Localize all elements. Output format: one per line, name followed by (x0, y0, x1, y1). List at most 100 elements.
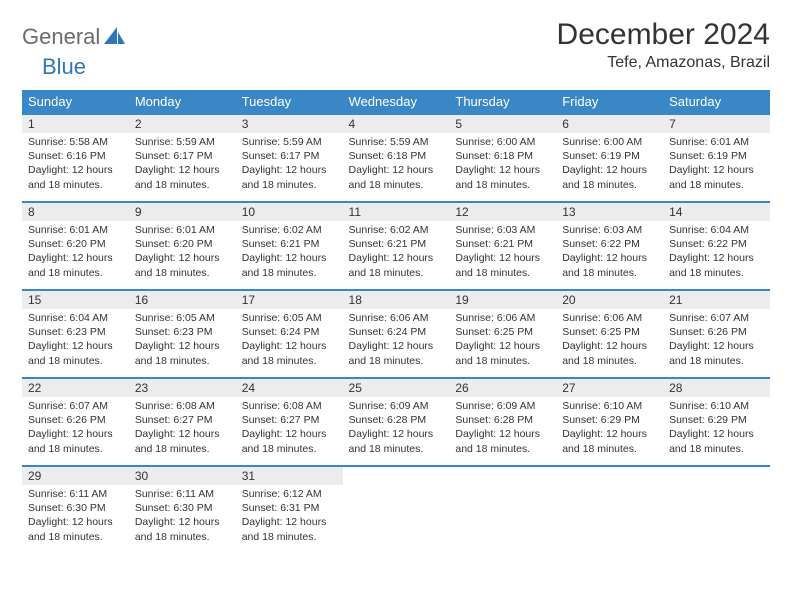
calendar-cell: 24Sunrise: 6:08 AMSunset: 6:27 PMDayligh… (236, 378, 343, 466)
calendar-cell (663, 466, 770, 554)
sunrise-line: Sunrise: 6:04 AM (28, 311, 123, 325)
calendar-row: 22Sunrise: 6:07 AMSunset: 6:26 PMDayligh… (22, 378, 770, 466)
sunrise-line: Sunrise: 6:11 AM (135, 487, 230, 501)
day-number: 28 (663, 379, 770, 397)
day-details: Sunrise: 5:58 AMSunset: 6:16 PMDaylight:… (22, 133, 129, 196)
day-number: 12 (449, 203, 556, 221)
sunset-line: Sunset: 6:25 PM (455, 325, 550, 339)
daylight-line: Daylight: 12 hours and 18 minutes. (135, 251, 230, 279)
sunrise-line: Sunrise: 6:06 AM (455, 311, 550, 325)
daylight-line: Daylight: 12 hours and 18 minutes. (455, 163, 550, 191)
day-details: Sunrise: 6:02 AMSunset: 6:21 PMDaylight:… (343, 221, 450, 284)
sunrise-line: Sunrise: 6:09 AM (349, 399, 444, 413)
sunrise-line: Sunrise: 6:05 AM (242, 311, 337, 325)
calendar-cell (449, 466, 556, 554)
calendar-cell: 20Sunrise: 6:06 AMSunset: 6:25 PMDayligh… (556, 290, 663, 378)
day-details: Sunrise: 6:04 AMSunset: 6:23 PMDaylight:… (22, 309, 129, 372)
sunset-line: Sunset: 6:19 PM (562, 149, 657, 163)
sunset-line: Sunset: 6:18 PM (455, 149, 550, 163)
brand-part1: General (22, 24, 100, 50)
day-details: Sunrise: 6:03 AMSunset: 6:21 PMDaylight:… (449, 221, 556, 284)
day-number: 20 (556, 291, 663, 309)
calendar-cell: 31Sunrise: 6:12 AMSunset: 6:31 PMDayligh… (236, 466, 343, 554)
day-details: Sunrise: 6:07 AMSunset: 6:26 PMDaylight:… (22, 397, 129, 460)
sunset-line: Sunset: 6:23 PM (135, 325, 230, 339)
calendar-cell: 26Sunrise: 6:09 AMSunset: 6:28 PMDayligh… (449, 378, 556, 466)
daylight-line: Daylight: 12 hours and 18 minutes. (349, 339, 444, 367)
calendar-cell: 13Sunrise: 6:03 AMSunset: 6:22 PMDayligh… (556, 202, 663, 290)
daylight-line: Daylight: 12 hours and 18 minutes. (349, 163, 444, 191)
calendar-table: SundayMondayTuesdayWednesdayThursdayFrid… (22, 90, 770, 554)
sunrise-line: Sunrise: 6:10 AM (562, 399, 657, 413)
daylight-line: Daylight: 12 hours and 18 minutes. (455, 251, 550, 279)
daylight-line: Daylight: 12 hours and 18 minutes. (135, 163, 230, 191)
sunset-line: Sunset: 6:26 PM (28, 413, 123, 427)
day-details: Sunrise: 6:03 AMSunset: 6:22 PMDaylight:… (556, 221, 663, 284)
day-details: Sunrise: 6:12 AMSunset: 6:31 PMDaylight:… (236, 485, 343, 548)
day-details: Sunrise: 6:11 AMSunset: 6:30 PMDaylight:… (129, 485, 236, 548)
daylight-line: Daylight: 12 hours and 18 minutes. (242, 163, 337, 191)
day-number: 22 (22, 379, 129, 397)
day-number: 29 (22, 467, 129, 485)
sunrise-line: Sunrise: 6:03 AM (562, 223, 657, 237)
page-title: December 2024 (557, 18, 770, 52)
sunrise-line: Sunrise: 5:59 AM (242, 135, 337, 149)
day-number: 13 (556, 203, 663, 221)
sunset-line: Sunset: 6:21 PM (455, 237, 550, 251)
daylight-line: Daylight: 12 hours and 18 minutes. (562, 339, 657, 367)
day-number: 24 (236, 379, 343, 397)
weekday-header: Tuesday (236, 90, 343, 114)
day-number: 2 (129, 115, 236, 133)
calendar-cell: 17Sunrise: 6:05 AMSunset: 6:24 PMDayligh… (236, 290, 343, 378)
day-number: 25 (343, 379, 450, 397)
calendar-cell: 27Sunrise: 6:10 AMSunset: 6:29 PMDayligh… (556, 378, 663, 466)
sunset-line: Sunset: 6:17 PM (242, 149, 337, 163)
sunset-line: Sunset: 6:24 PM (349, 325, 444, 339)
day-details: Sunrise: 6:01 AMSunset: 6:20 PMDaylight:… (129, 221, 236, 284)
day-details: Sunrise: 6:05 AMSunset: 6:24 PMDaylight:… (236, 309, 343, 372)
day-details: Sunrise: 5:59 AMSunset: 6:17 PMDaylight:… (236, 133, 343, 196)
daylight-line: Daylight: 12 hours and 18 minutes. (562, 427, 657, 455)
day-details: Sunrise: 6:01 AMSunset: 6:20 PMDaylight:… (22, 221, 129, 284)
sunset-line: Sunset: 6:18 PM (349, 149, 444, 163)
sunset-line: Sunset: 6:25 PM (562, 325, 657, 339)
sunrise-line: Sunrise: 6:10 AM (669, 399, 764, 413)
day-number: 31 (236, 467, 343, 485)
sunset-line: Sunset: 6:30 PM (135, 501, 230, 515)
daylight-line: Daylight: 12 hours and 18 minutes. (669, 251, 764, 279)
sunrise-line: Sunrise: 6:00 AM (562, 135, 657, 149)
sunrise-line: Sunrise: 6:05 AM (135, 311, 230, 325)
calendar-cell: 8Sunrise: 6:01 AMSunset: 6:20 PMDaylight… (22, 202, 129, 290)
weekday-header: Monday (129, 90, 236, 114)
daylight-line: Daylight: 12 hours and 18 minutes. (135, 515, 230, 543)
daylight-line: Daylight: 12 hours and 18 minutes. (349, 251, 444, 279)
daylight-line: Daylight: 12 hours and 18 minutes. (242, 251, 337, 279)
daylight-line: Daylight: 12 hours and 18 minutes. (242, 515, 337, 543)
sunset-line: Sunset: 6:30 PM (28, 501, 123, 515)
day-details: Sunrise: 6:00 AMSunset: 6:19 PMDaylight:… (556, 133, 663, 196)
sunset-line: Sunset: 6:26 PM (669, 325, 764, 339)
weekday-header: Thursday (449, 90, 556, 114)
calendar-cell: 7Sunrise: 6:01 AMSunset: 6:19 PMDaylight… (663, 114, 770, 202)
daylight-line: Daylight: 12 hours and 18 minutes. (28, 163, 123, 191)
sunset-line: Sunset: 6:19 PM (669, 149, 764, 163)
weekday-header: Sunday (22, 90, 129, 114)
sunrise-line: Sunrise: 6:04 AM (669, 223, 764, 237)
sunset-line: Sunset: 6:17 PM (135, 149, 230, 163)
day-number: 16 (129, 291, 236, 309)
calendar-cell: 4Sunrise: 5:59 AMSunset: 6:18 PMDaylight… (343, 114, 450, 202)
sunset-line: Sunset: 6:31 PM (242, 501, 337, 515)
day-details: Sunrise: 6:10 AMSunset: 6:29 PMDaylight:… (556, 397, 663, 460)
daylight-line: Daylight: 12 hours and 18 minutes. (669, 427, 764, 455)
sunrise-line: Sunrise: 6:01 AM (669, 135, 764, 149)
day-number: 27 (556, 379, 663, 397)
sunset-line: Sunset: 6:27 PM (135, 413, 230, 427)
sunrise-line: Sunrise: 5:59 AM (135, 135, 230, 149)
calendar-cell (343, 466, 450, 554)
calendar-cell: 19Sunrise: 6:06 AMSunset: 6:25 PMDayligh… (449, 290, 556, 378)
daylight-line: Daylight: 12 hours and 18 minutes. (28, 339, 123, 367)
sunrise-line: Sunrise: 6:09 AM (455, 399, 550, 413)
calendar-head: SundayMondayTuesdayWednesdayThursdayFrid… (22, 90, 770, 114)
day-details: Sunrise: 6:11 AMSunset: 6:30 PMDaylight:… (22, 485, 129, 548)
calendar-cell: 14Sunrise: 6:04 AMSunset: 6:22 PMDayligh… (663, 202, 770, 290)
